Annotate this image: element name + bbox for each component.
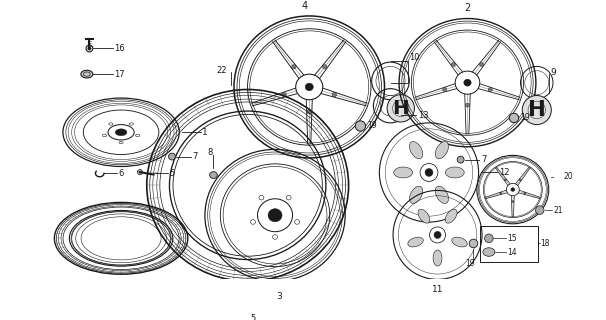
Text: H: H xyxy=(528,100,545,120)
Circle shape xyxy=(536,206,544,214)
Text: 5: 5 xyxy=(170,169,175,178)
Text: 20: 20 xyxy=(563,172,573,181)
Ellipse shape xyxy=(410,141,423,159)
Ellipse shape xyxy=(519,179,521,181)
Text: 14: 14 xyxy=(508,247,518,257)
Circle shape xyxy=(248,303,253,308)
Ellipse shape xyxy=(307,110,311,114)
Ellipse shape xyxy=(435,186,448,204)
Text: 19: 19 xyxy=(465,260,475,268)
Ellipse shape xyxy=(305,83,313,91)
Ellipse shape xyxy=(322,65,327,69)
Ellipse shape xyxy=(488,88,492,92)
Ellipse shape xyxy=(418,209,430,223)
Text: 7: 7 xyxy=(481,155,487,164)
Circle shape xyxy=(355,121,365,131)
Circle shape xyxy=(425,169,433,176)
Ellipse shape xyxy=(524,192,526,194)
Ellipse shape xyxy=(410,186,423,204)
Ellipse shape xyxy=(483,248,495,256)
Text: 4: 4 xyxy=(302,1,308,11)
Ellipse shape xyxy=(465,103,470,107)
Ellipse shape xyxy=(442,88,447,92)
Ellipse shape xyxy=(511,188,514,191)
Circle shape xyxy=(457,156,464,163)
Ellipse shape xyxy=(452,237,467,247)
Ellipse shape xyxy=(511,201,514,203)
Text: 21: 21 xyxy=(553,206,563,215)
Ellipse shape xyxy=(435,141,448,159)
Circle shape xyxy=(434,231,441,238)
Text: 9: 9 xyxy=(550,68,556,77)
Text: 12: 12 xyxy=(499,168,510,177)
Text: 22: 22 xyxy=(217,66,227,75)
Ellipse shape xyxy=(394,167,413,178)
Ellipse shape xyxy=(464,79,471,86)
Text: H: H xyxy=(393,99,409,118)
Ellipse shape xyxy=(268,209,282,222)
Text: 17: 17 xyxy=(115,70,125,79)
Ellipse shape xyxy=(332,92,336,97)
Text: 16: 16 xyxy=(115,44,125,53)
Text: 3: 3 xyxy=(276,292,282,301)
Circle shape xyxy=(88,47,91,50)
Ellipse shape xyxy=(115,129,127,136)
Ellipse shape xyxy=(500,192,502,194)
Text: 19: 19 xyxy=(367,122,377,131)
Circle shape xyxy=(509,113,519,123)
Ellipse shape xyxy=(408,237,423,247)
Ellipse shape xyxy=(81,70,93,78)
Text: 8: 8 xyxy=(207,148,213,157)
Ellipse shape xyxy=(210,172,218,179)
Circle shape xyxy=(138,170,142,175)
Bar xyxy=(481,226,539,262)
Text: 13: 13 xyxy=(418,111,428,120)
Ellipse shape xyxy=(451,63,456,67)
Text: 1: 1 xyxy=(202,128,208,137)
Text: 5: 5 xyxy=(250,314,255,320)
Circle shape xyxy=(469,239,478,248)
Text: 18: 18 xyxy=(540,239,550,248)
Text: 15: 15 xyxy=(508,234,518,243)
Ellipse shape xyxy=(282,92,287,97)
Circle shape xyxy=(485,234,493,243)
Text: 10: 10 xyxy=(409,52,420,61)
Text: 7: 7 xyxy=(193,152,198,161)
Circle shape xyxy=(168,153,175,160)
Text: 11: 11 xyxy=(432,285,444,294)
Text: 19: 19 xyxy=(520,114,530,123)
Ellipse shape xyxy=(445,209,457,223)
Text: 2: 2 xyxy=(464,3,471,13)
Text: 6: 6 xyxy=(119,169,124,178)
Circle shape xyxy=(522,95,551,124)
Ellipse shape xyxy=(479,63,484,67)
Ellipse shape xyxy=(504,179,507,181)
Ellipse shape xyxy=(291,65,296,69)
Circle shape xyxy=(387,95,415,122)
Ellipse shape xyxy=(445,167,464,178)
Ellipse shape xyxy=(433,250,442,266)
